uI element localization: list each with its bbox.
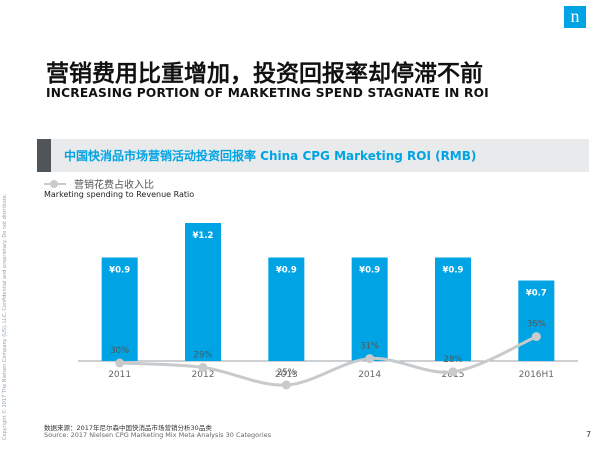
line-point — [531, 332, 541, 342]
bar — [351, 257, 388, 361]
x-tick-label: 2011 — [108, 370, 131, 380]
page-title: 营销费用比重增加，投资回报率却停滞不前 — [46, 61, 483, 87]
line-point — [115, 358, 125, 368]
legend-label-en: Marketing spending to Revenue Ratio — [44, 190, 195, 199]
line-point — [448, 367, 458, 377]
chart-title: 中国快消品市场营销活动投资回报率 China CPG Marketing ROI… — [64, 149, 477, 163]
bar — [518, 280, 555, 361]
bar — [435, 257, 471, 361]
x-tick-label: 2014 — [358, 370, 381, 380]
page-subtitle: INCREASING PORTION OF MARKETING SPEND ST… — [46, 86, 489, 100]
line-value-label: 28% — [444, 355, 463, 365]
line-value-label: 36% — [527, 320, 546, 330]
bar-value-label: ¥1.2 — [193, 231, 214, 241]
line-point — [281, 380, 291, 390]
line-value-label: 29% — [194, 350, 213, 360]
series-line — [119, 335, 537, 387]
bar-value-label: ¥0.9 — [276, 266, 297, 276]
line-point — [365, 354, 375, 364]
line-point — [198, 362, 208, 372]
bar-value-label: ¥0.9 — [109, 266, 130, 276]
line-value-label: 31% — [360, 342, 379, 352]
bar — [268, 257, 305, 361]
nielsen-logo: n — [564, 6, 586, 28]
source-note-en: Source: 2017 Nielsen CPG Marketing Mix M… — [44, 431, 272, 439]
banner-accent-block — [37, 139, 51, 172]
line-value-label: 25% — [277, 368, 296, 378]
x-tick-label: 2012 — [192, 370, 215, 380]
bar-value-label: ¥0.7 — [526, 289, 547, 299]
page-number: 7 — [586, 430, 592, 439]
legend-label-cn: 营销花费占收入比 — [74, 180, 154, 191]
chart-title-banner — [37, 139, 589, 172]
bar-value-label: ¥0.9 — [443, 266, 464, 276]
x-tick-label: 2013 — [275, 370, 298, 380]
legend-dot-swatch — [50, 180, 58, 188]
source-note-cn: 数据来源：2017年尼尔森中国快消品市场营销分析30品类 — [44, 424, 212, 432]
bar-value-label: ¥0.9 — [359, 266, 380, 276]
bar — [185, 223, 221, 361]
line-value-label: 30% — [110, 346, 129, 356]
x-tick-label: 2016H1 — [519, 370, 554, 380]
bar — [101, 257, 138, 361]
